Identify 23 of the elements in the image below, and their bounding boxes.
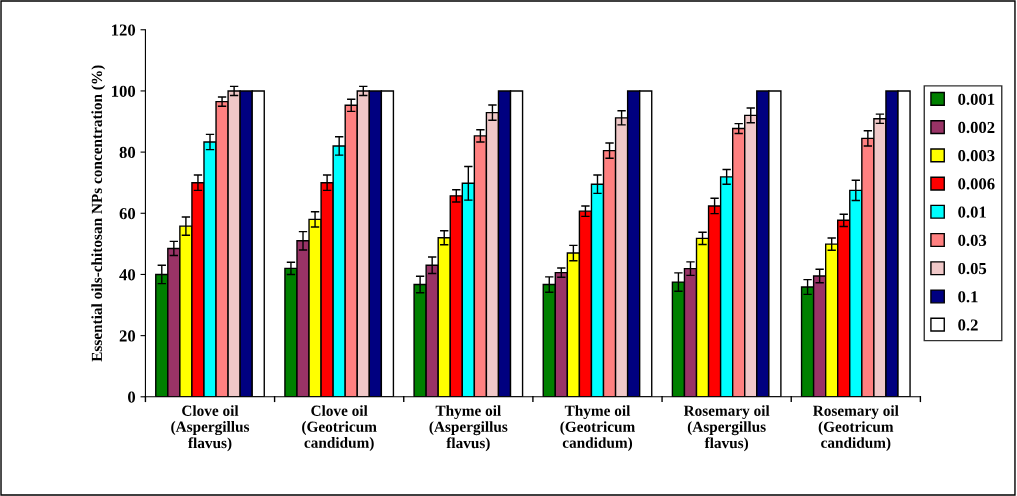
y-tick-label: 20 <box>119 330 136 342</box>
legend-label: 0.05 <box>958 262 987 275</box>
x-tick-label: Rosemary oil (Aspergillus flavus) <box>683 405 770 452</box>
x-tick-label: Thyme oil (Aspergillus flavus) <box>429 405 508 452</box>
y-axis-title: Essential oils-chitosan NPs concentration (%) <box>91 65 106 362</box>
y-tick-label: 0 <box>128 391 136 403</box>
x-tick-label: Clove oil (Geotricum candidum) <box>302 405 377 451</box>
legend-label: 0.006 <box>958 178 995 190</box>
y-tick-label: 80 <box>119 146 136 159</box>
y-tick-label: 40 <box>119 269 136 281</box>
y-tick-label: 60 <box>119 207 136 220</box>
y-tick-label: 100 <box>112 85 136 97</box>
x-tick-label: Clove oil (Aspergillus flavus) <box>171 405 250 452</box>
legend-label: 0.001 <box>958 93 995 105</box>
legend-label: 0.2 <box>958 319 978 331</box>
x-tick-label: Thyme oil (Geotricum candidum) <box>560 405 635 451</box>
legend-label: 0.03 <box>958 234 987 247</box>
legend-label: 0.1 <box>958 291 978 303</box>
legend-label: 0.002 <box>958 121 995 134</box>
y-tick-label: 120 <box>112 24 136 36</box>
x-tick-label: Rosemary oil (Geotricum candidum) <box>813 405 899 451</box>
legend-label: 0.01 <box>958 206 986 218</box>
legend-label: 0.003 <box>958 150 995 162</box>
